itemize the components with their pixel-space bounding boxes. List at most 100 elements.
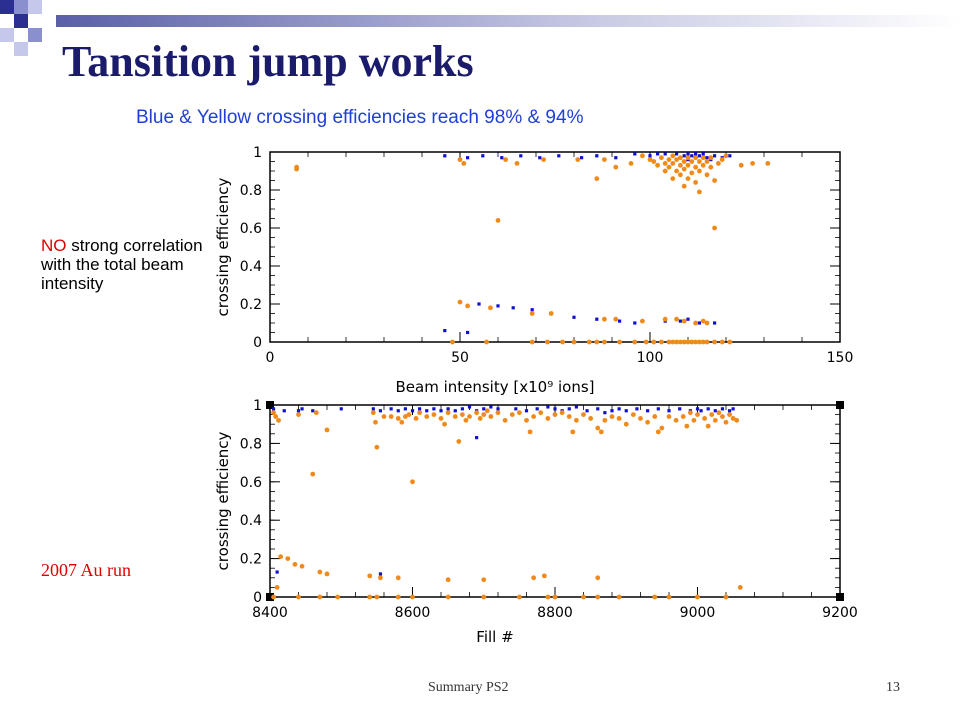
data-point-yellow bbox=[370, 410, 376, 416]
data-point-yellow bbox=[645, 419, 651, 425]
data-point-blue bbox=[656, 152, 660, 156]
note-text: strong correlation with the total beam i… bbox=[41, 236, 203, 293]
data-point-yellow bbox=[651, 159, 657, 164]
data-point-yellow bbox=[552, 412, 558, 417]
data-point-yellow bbox=[573, 417, 579, 423]
data-point-blue bbox=[418, 407, 422, 411]
data-point-yellow bbox=[595, 575, 601, 581]
data-point-blue bbox=[410, 409, 415, 413]
data-point-yellow bbox=[659, 425, 665, 431]
data-point-yellow bbox=[750, 161, 755, 166]
data-point-yellow bbox=[461, 161, 467, 166]
data-point-blue bbox=[697, 321, 701, 325]
x-tick-label: 8800 bbox=[537, 605, 573, 621]
data-point-yellow bbox=[503, 157, 508, 163]
header-gradient-bar bbox=[56, 15, 960, 27]
data-point-blue bbox=[466, 156, 470, 160]
data-point-blue bbox=[482, 407, 486, 411]
data-point-yellow bbox=[445, 577, 451, 583]
data-point-yellow bbox=[374, 444, 380, 450]
data-point-yellow bbox=[417, 410, 423, 416]
data-point-yellow bbox=[617, 339, 622, 345]
data-point-blue bbox=[460, 407, 464, 411]
data-point-yellow bbox=[317, 594, 323, 600]
data-point-blue bbox=[443, 154, 447, 158]
data-point-blue bbox=[477, 302, 481, 306]
data-point-yellow bbox=[410, 594, 415, 600]
data-point-yellow bbox=[678, 339, 683, 345]
data-point-blue bbox=[697, 154, 701, 158]
data-point-yellow bbox=[545, 339, 550, 345]
x-axis-label: Fill # bbox=[476, 628, 513, 646]
data-point-blue bbox=[580, 156, 584, 160]
data-point-yellow bbox=[723, 153, 729, 159]
x-tick-label: 8400 bbox=[252, 605, 288, 621]
data-point-blue bbox=[496, 304, 500, 308]
data-point-yellow bbox=[276, 417, 281, 423]
data-point-blue bbox=[282, 409, 286, 413]
data-point-yellow bbox=[662, 316, 668, 322]
data-point-blue bbox=[300, 407, 304, 411]
data-point-blue bbox=[678, 407, 682, 411]
data-point-blue bbox=[667, 409, 671, 413]
data-point-yellow bbox=[484, 339, 489, 345]
data-point-blue bbox=[595, 317, 599, 321]
data-point-blue bbox=[296, 409, 301, 413]
y-tick-label: 0.8 bbox=[240, 183, 262, 199]
data-point-yellow bbox=[719, 339, 725, 345]
data-point-yellow bbox=[292, 561, 298, 567]
data-point-yellow bbox=[410, 479, 415, 485]
data-point-yellow bbox=[367, 594, 373, 600]
data-point-yellow bbox=[278, 554, 284, 560]
data-point-yellow bbox=[560, 339, 565, 345]
data-point-yellow bbox=[689, 170, 695, 176]
data-point-yellow bbox=[609, 414, 615, 419]
data-point-yellow bbox=[678, 172, 683, 178]
data-point-yellow bbox=[708, 164, 714, 170]
data-point-yellow bbox=[541, 157, 546, 163]
data-point-yellow bbox=[586, 339, 592, 345]
data-point-yellow bbox=[438, 416, 444, 421]
data-point-yellow bbox=[571, 339, 577, 345]
data-point-yellow bbox=[704, 339, 710, 345]
data-point-yellow bbox=[294, 166, 299, 172]
data-point-blue bbox=[635, 407, 639, 411]
data-point-blue bbox=[371, 407, 375, 411]
data-point-yellow bbox=[700, 339, 706, 345]
data-point-yellow bbox=[670, 339, 676, 345]
data-point-yellow bbox=[296, 594, 301, 600]
data-point-yellow bbox=[531, 414, 537, 419]
data-point-blue bbox=[511, 306, 515, 310]
data-point-yellow bbox=[296, 412, 301, 417]
data-point-yellow bbox=[704, 320, 710, 326]
data-point-yellow bbox=[445, 594, 451, 600]
data-point-yellow bbox=[632, 339, 638, 345]
data-point-blue bbox=[466, 330, 470, 335]
data-point-yellow bbox=[373, 419, 378, 425]
data-point-yellow bbox=[662, 168, 668, 174]
data-point-yellow bbox=[695, 412, 700, 417]
data-point-blue bbox=[596, 407, 600, 411]
data-point-yellow bbox=[424, 414, 430, 419]
data-point-blue bbox=[646, 409, 650, 413]
data-point-yellow bbox=[602, 316, 607, 322]
data-point-blue bbox=[728, 154, 732, 158]
data-point-blue bbox=[663, 152, 667, 156]
data-point-blue bbox=[675, 152, 679, 156]
data-point-blue bbox=[538, 156, 542, 160]
data-point-yellow bbox=[737, 585, 743, 590]
data-point-yellow bbox=[395, 416, 401, 421]
data-point-yellow bbox=[693, 155, 698, 161]
data-point-blue bbox=[496, 407, 500, 411]
data-point-yellow bbox=[723, 594, 729, 600]
data-point-blue bbox=[396, 409, 400, 413]
data-point-yellow bbox=[623, 421, 629, 427]
data-point-blue bbox=[519, 154, 523, 158]
data-point-yellow bbox=[442, 421, 447, 427]
data-point-yellow bbox=[685, 339, 691, 345]
data-point-yellow bbox=[727, 412, 732, 417]
data-point-blue bbox=[633, 321, 637, 325]
note-emphasis: NO bbox=[41, 236, 67, 255]
data-point-yellow bbox=[680, 414, 686, 419]
data-point-blue bbox=[686, 152, 690, 156]
